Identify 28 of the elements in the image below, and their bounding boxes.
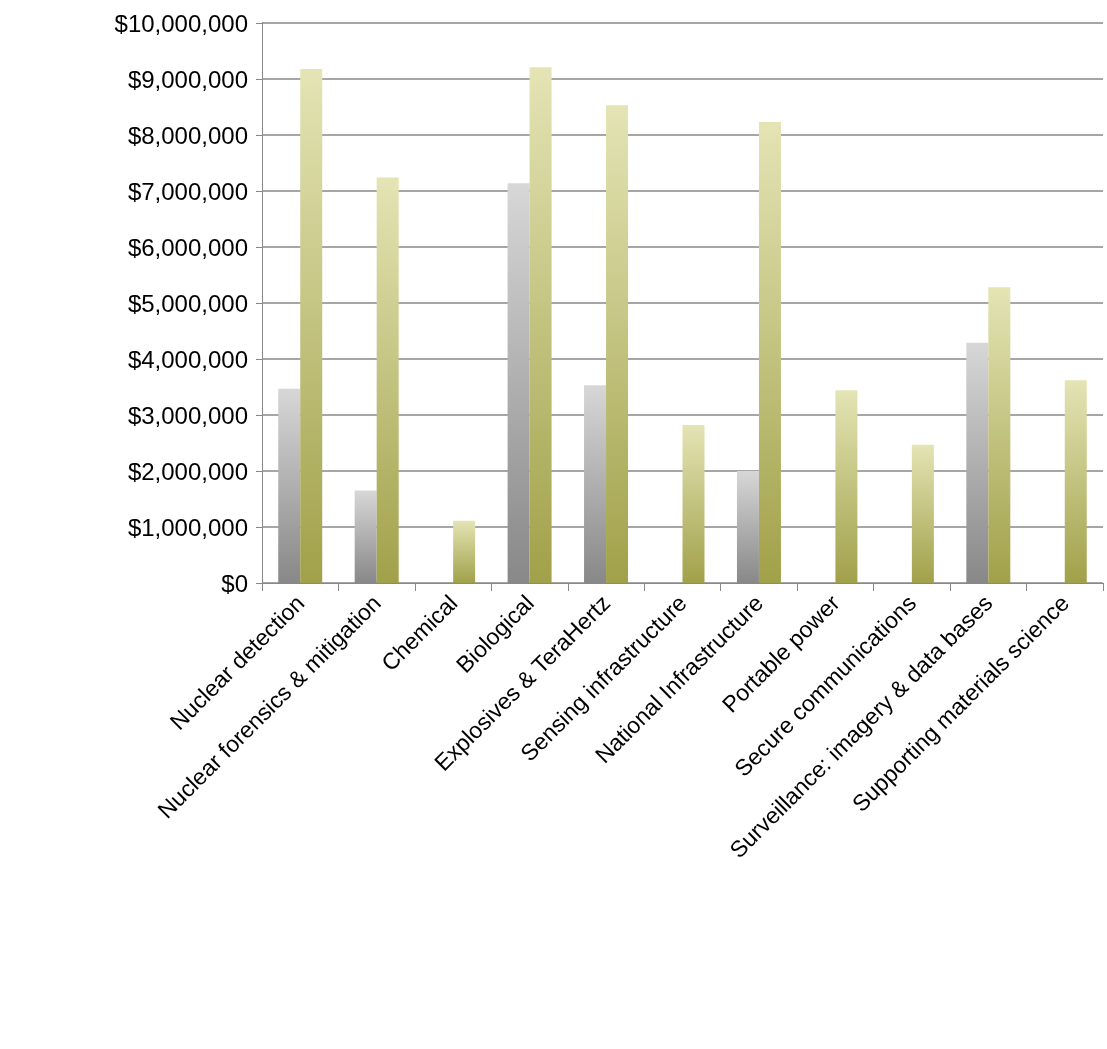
y-tick-label: $10,000,000 <box>114 9 248 37</box>
y-tick-label: $5,000,000 <box>127 289 248 317</box>
bar <box>682 425 705 583</box>
bar <box>736 471 759 583</box>
y-tick-label: $7,000,000 <box>127 177 248 205</box>
bar <box>835 390 858 583</box>
bar <box>911 444 934 583</box>
bar <box>758 122 781 583</box>
y-tick-label: $1,000,000 <box>127 513 248 541</box>
y-tick-label: $8,000,000 <box>127 121 248 149</box>
bar <box>529 67 552 583</box>
y-tick-label: $9,000,000 <box>127 65 248 93</box>
y-tick-label: $4,000,000 <box>127 345 248 373</box>
y-tick-label: $2,000,000 <box>127 457 248 485</box>
y-tick-label: $0 <box>221 569 248 597</box>
bar <box>354 490 377 583</box>
bar <box>1064 380 1087 583</box>
bar <box>278 388 301 583</box>
bar <box>507 183 530 583</box>
bar <box>453 520 476 583</box>
bar <box>584 385 607 583</box>
bar <box>376 177 399 583</box>
bar <box>988 287 1011 583</box>
y-tick-label: $6,000,000 <box>127 233 248 261</box>
y-tick-label: $3,000,000 <box>127 401 248 429</box>
bar <box>606 105 629 583</box>
bar <box>300 68 323 583</box>
bar <box>966 342 989 583</box>
